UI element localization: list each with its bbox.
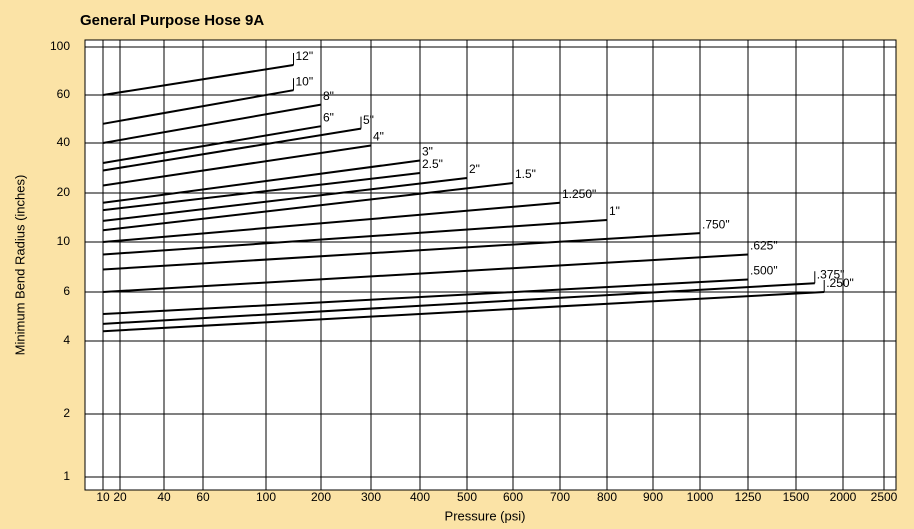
series-label: .250" — [826, 276, 854, 290]
series-label: 5" — [363, 113, 374, 127]
x-tick-label: 300 — [361, 490, 381, 504]
x-tick-label: 10 — [96, 490, 110, 504]
hose-line — [102, 177, 468, 222]
x-tick-label: 500 — [457, 490, 477, 504]
series-label: .375" — [817, 267, 845, 281]
x-tick-label: 600 — [503, 490, 523, 504]
series-label: .750" — [702, 217, 730, 231]
x-tick-label: 700 — [550, 490, 570, 504]
hose-line — [102, 172, 421, 212]
x-tick-label: 400 — [410, 490, 430, 504]
hose-line — [102, 182, 514, 232]
x-tick-label: 800 — [597, 490, 617, 504]
hose-line — [102, 64, 294, 96]
y-tick-label: 60 — [57, 87, 71, 101]
x-tick-label: 2000 — [830, 490, 857, 504]
series-label: 8" — [323, 89, 334, 103]
hose-line — [102, 103, 322, 144]
hose-line — [102, 218, 608, 256]
x-tick-label: 1250 — [735, 490, 762, 504]
series-label: 1.250" — [562, 187, 596, 201]
x-tick-label: 100 — [256, 490, 276, 504]
y-tick-label: 40 — [57, 135, 71, 149]
series-label: 12" — [296, 49, 314, 63]
hose-line — [102, 282, 815, 325]
hose-line — [102, 201, 561, 243]
y-tick-label: 100 — [50, 39, 70, 53]
series-label: .625" — [750, 239, 778, 253]
series-label: 1" — [609, 204, 620, 218]
hose-line — [102, 127, 362, 172]
x-tick-label: 20 — [113, 490, 127, 504]
x-tick-label: 2500 — [871, 490, 898, 504]
y-tick-label: 2 — [63, 406, 70, 420]
y-tick-label: 20 — [57, 185, 71, 199]
x-tick-label: 40 — [157, 490, 171, 504]
hose-line — [102, 125, 322, 164]
y-tick-label: 1 — [63, 469, 70, 483]
plot-area — [84, 39, 897, 491]
hose-line — [102, 144, 372, 187]
x-tick-label: 200 — [311, 490, 331, 504]
x-tick-label: 900 — [643, 490, 663, 504]
x-axis-label: Pressure (psi) — [445, 508, 526, 523]
series-label: 3" — [422, 145, 433, 159]
hose-line — [102, 159, 421, 204]
series-label: 1.5" — [515, 167, 536, 181]
y-tick-label: 6 — [63, 284, 70, 298]
series-label: 6" — [323, 110, 334, 124]
x-tick-label: 60 — [196, 490, 210, 504]
hose-line — [102, 232, 701, 271]
y-tick-label: 4 — [63, 333, 70, 347]
series-label: 2" — [469, 162, 480, 176]
series-label: 10" — [296, 74, 314, 88]
hose-line — [102, 89, 294, 125]
series-label: .500" — [750, 264, 778, 278]
series-label: 2.5" — [422, 157, 443, 171]
x-tick-label: 1000 — [687, 490, 714, 504]
chart-title: General Purpose Hose 9A — [80, 12, 264, 29]
y-tick-label: 10 — [57, 234, 71, 248]
hose-line — [102, 291, 825, 333]
hose-line — [102, 278, 749, 316]
y-axis-label: Minimum Bend Radius (inches) — [12, 175, 27, 356]
hose-line — [102, 253, 749, 293]
series-label: 4" — [373, 130, 384, 144]
x-tick-label: 1500 — [783, 490, 810, 504]
